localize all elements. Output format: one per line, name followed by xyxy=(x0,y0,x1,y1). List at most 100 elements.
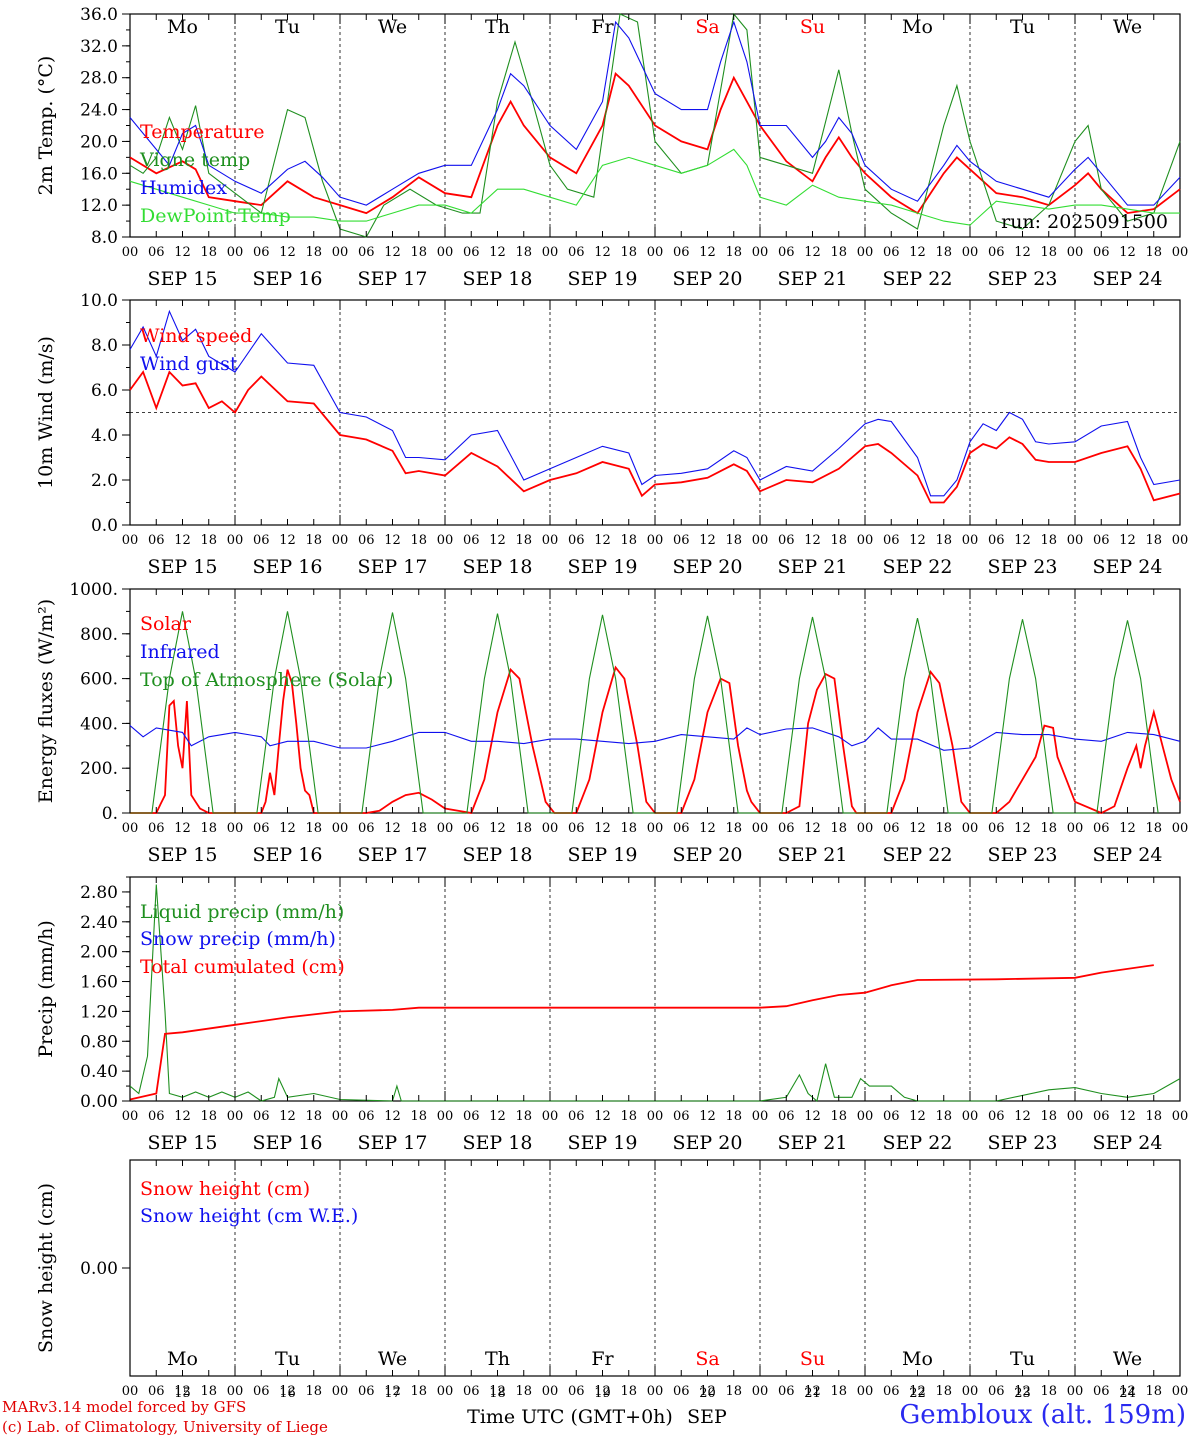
day-of-week-top: Mo xyxy=(902,16,933,38)
hour-tick-label: 18 xyxy=(725,1109,742,1124)
hour-tick-label: 00 xyxy=(752,1384,769,1399)
hour-tick-label: 12 xyxy=(909,821,926,836)
hour-tick-label: 06 xyxy=(988,245,1005,260)
series-line-humidex xyxy=(129,20,1181,206)
location-label: Gembloux (alt. 159m) xyxy=(899,1400,1186,1430)
date-label: SEP 24 xyxy=(1093,1132,1163,1154)
y-tick-label: 400. xyxy=(80,714,118,734)
date-label: SEP 19 xyxy=(568,1132,638,1154)
hour-tick-label: 12 xyxy=(174,1384,191,1399)
date-label: SEP 18 xyxy=(463,844,533,866)
day-number: 20 xyxy=(699,1386,716,1401)
day-number: 18 xyxy=(489,1386,506,1401)
day-of-week-bottom: Tu xyxy=(1010,1348,1035,1370)
series-line-solar xyxy=(130,665,1181,815)
hour-tick-label: 06 xyxy=(568,1384,585,1399)
date-label: SEP 18 xyxy=(463,556,533,578)
date-label: SEP 19 xyxy=(568,268,638,290)
hour-tick-label: 00 xyxy=(332,1109,349,1124)
hour-tick-label: 12 xyxy=(279,821,296,836)
day-number: 15 xyxy=(174,1386,191,1401)
hour-tick-label: 00 xyxy=(647,245,664,260)
y-tick-label: 6.0 xyxy=(91,381,118,401)
legend-entry: DewPoint Temp xyxy=(140,205,291,227)
date-label: SEP 23 xyxy=(988,1132,1058,1154)
month-label: SEP xyxy=(687,1406,727,1428)
hour-tick-label: 00 xyxy=(332,533,349,548)
hour-tick-label: 06 xyxy=(778,245,795,260)
hour-tick-label: 00 xyxy=(752,821,769,836)
y-tick-label: 10.0 xyxy=(80,291,118,311)
legend-entry: Top of Atmosphere (Solar) xyxy=(140,669,393,691)
hour-tick-label: 06 xyxy=(883,821,900,836)
hour-tick-label: 00 xyxy=(437,1384,454,1399)
day-of-week-bottom: Sa xyxy=(695,1348,719,1370)
y-axis-label: Energy fluxes (W/m²) xyxy=(35,599,57,803)
date-label: SEP 15 xyxy=(148,556,218,578)
run-label: run: 2025091500 xyxy=(1001,211,1168,233)
y-axis-label: Precip (mm/h) xyxy=(35,920,57,1058)
hour-tick-label: 06 xyxy=(568,533,585,548)
hour-tick-label: 06 xyxy=(568,821,585,836)
day-of-week-top: Mo xyxy=(167,16,198,38)
hour-tick-label: 06 xyxy=(463,533,480,548)
date-label: SEP 16 xyxy=(253,556,323,578)
y-tick-label: 8.0 xyxy=(91,228,118,248)
hour-tick-label: 18 xyxy=(305,533,322,548)
hour-tick-label: 00 xyxy=(1067,821,1084,836)
hour-tick-label: 00 xyxy=(542,821,559,836)
hour-tick-label: 18 xyxy=(515,1109,532,1124)
hour-tick-label: 00 xyxy=(122,1109,139,1124)
hour-tick-label: 12 xyxy=(489,821,506,836)
hour-tick-label: 06 xyxy=(778,1384,795,1399)
y-tick-label: 20.0 xyxy=(80,132,118,152)
legend-entry: Vigne temp xyxy=(139,149,250,171)
hour-tick-label: 18 xyxy=(935,533,952,548)
hour-tick-label: 00 xyxy=(857,821,874,836)
hour-tick-label: 00 xyxy=(332,1384,349,1399)
hour-tick-label: 18 xyxy=(725,821,742,836)
hour-tick-label: 06 xyxy=(463,245,480,260)
legend-entry: Total cumulated (cm) xyxy=(140,956,345,978)
hour-tick-label: 00 xyxy=(962,1109,979,1124)
y-tick-label: 2.0 xyxy=(91,471,118,491)
hour-tick-label: 18 xyxy=(620,1109,637,1124)
day-of-week-top: Sa xyxy=(695,16,719,38)
hour-tick-label: 18 xyxy=(410,821,427,836)
series-line-wind-gust xyxy=(129,309,1181,497)
hour-tick-label: 06 xyxy=(673,533,690,548)
hour-tick-label: 12 xyxy=(804,1109,821,1124)
hour-tick-label: 18 xyxy=(1145,533,1162,548)
hour-tick-label: 12 xyxy=(594,1384,611,1399)
date-label: SEP 16 xyxy=(253,844,323,866)
panel-3: 0. 200. 400. 600. 800. 1000. Energy fluxes (W/… xyxy=(35,580,1188,866)
date-label: SEP 19 xyxy=(568,556,638,578)
legend-entry: Temperature xyxy=(140,121,264,143)
date-label: SEP 18 xyxy=(463,1132,533,1154)
hour-tick-label: 06 xyxy=(253,1109,270,1124)
hour-tick-label: 00 xyxy=(122,821,139,836)
hour-tick-label: 12 xyxy=(699,821,716,836)
hour-tick-label: 06 xyxy=(883,245,900,260)
hour-tick-label: 12 xyxy=(804,245,821,260)
hour-tick-label: 00 xyxy=(647,1384,664,1399)
hour-tick-label: 12 xyxy=(1119,1109,1136,1124)
day-of-week-bottom: We xyxy=(1113,1348,1142,1370)
hour-tick-label: 12 xyxy=(384,1109,401,1124)
hour-tick-label: 12 xyxy=(1014,821,1031,836)
hour-tick-label: 06 xyxy=(253,533,270,548)
day-of-week-bottom: We xyxy=(378,1348,407,1370)
hour-tick-label: 00 xyxy=(542,245,559,260)
y-tick-label: 0.0 xyxy=(91,516,118,536)
legend-entry: Liquid precip (mm/h) xyxy=(140,901,344,923)
hour-tick-label: 18 xyxy=(1145,821,1162,836)
hour-tick-label: 00 xyxy=(647,1109,664,1124)
y-tick-label: 2.00 xyxy=(80,943,118,963)
date-label: SEP 24 xyxy=(1093,268,1163,290)
hour-tick-label: 00 xyxy=(122,245,139,260)
hour-tick-label: 12 xyxy=(699,533,716,548)
day-of-week-bottom: Fr xyxy=(591,1348,614,1370)
hour-tick-label: 12 xyxy=(384,1384,401,1399)
y-axis-label: Snow height (cm) xyxy=(35,1183,57,1353)
y-tick-label: 1.20 xyxy=(80,1002,118,1022)
